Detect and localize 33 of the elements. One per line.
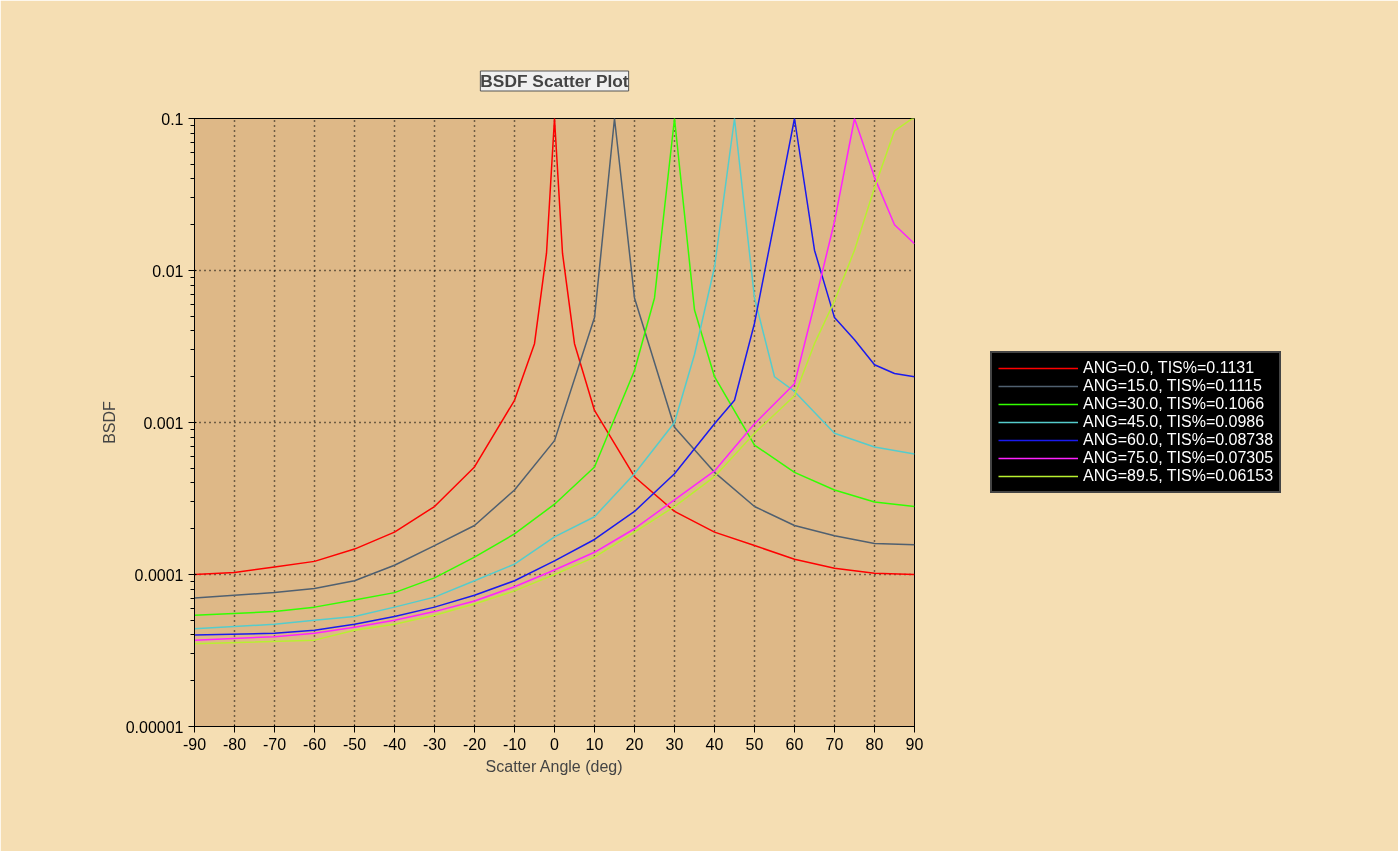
x-tick-label: 80 (865, 735, 884, 753)
x-tick-label: 40 (705, 735, 724, 753)
legend-label: ANG=15.0, TIS%=0.1115 (1083, 377, 1262, 395)
x-tick-label: -80 (222, 735, 247, 753)
x-tick-label: 90 (905, 735, 924, 753)
x-tick-label: 30 (665, 735, 684, 753)
x-axis-title: Scatter Angle (deg) (485, 757, 623, 775)
y-tick-label: 0.00001 (125, 718, 184, 736)
legend-label: ANG=60.0, TIS%=0.08738 (1083, 431, 1274, 449)
x-tick-label: 50 (745, 735, 764, 753)
y-axis-title: BSDF (100, 400, 118, 444)
x-tick-label: -30 (422, 735, 447, 753)
x-tick-label: -90 (182, 735, 207, 753)
legend-label: ANG=0.0, TIS%=0.1131 (1083, 359, 1255, 377)
x-tick-label: 70 (825, 735, 844, 753)
y-tick-label: 0.0001 (134, 566, 184, 584)
x-tick-label: -10 (502, 735, 527, 753)
x-tick-label: 20 (625, 735, 644, 753)
y-tick-label: 0.001 (143, 414, 184, 432)
x-tick-label: 0 (550, 735, 560, 753)
x-tick-label: 60 (785, 735, 804, 753)
y-tick-label: 0.1 (161, 110, 184, 128)
x-tick-label: 10 (585, 735, 604, 753)
legend-label: ANG=45.0, TIS%=0.0986 (1083, 413, 1265, 431)
x-tick-label: -50 (342, 735, 367, 753)
legend-label: ANG=75.0, TIS%=0.07305 (1083, 449, 1274, 467)
x-tick-label: -70 (262, 735, 287, 753)
x-tick-label: -60 (302, 735, 327, 753)
y-tick-label: 0.01 (152, 262, 184, 280)
legend-label: ANG=30.0, TIS%=0.1066 (1083, 395, 1265, 413)
x-tick-label: -40 (382, 735, 407, 753)
x-tick-label: -20 (462, 735, 487, 753)
legend-label: ANG=89.5, TIS%=0.06153 (1083, 467, 1274, 485)
